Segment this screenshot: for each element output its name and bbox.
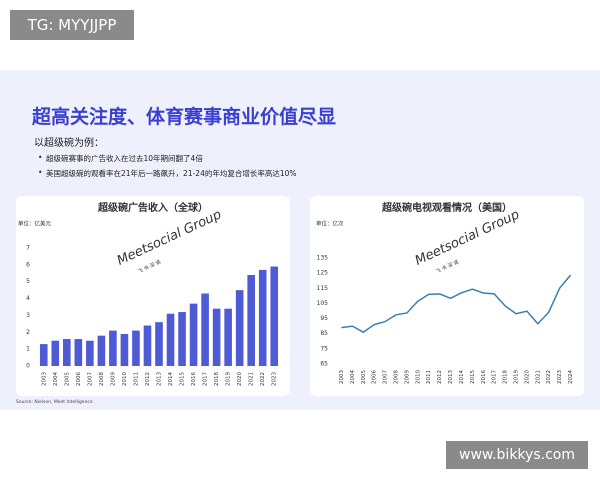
y-tick-label: 1 xyxy=(26,346,30,353)
y-tick-label: 6 xyxy=(26,261,30,268)
bar xyxy=(86,340,94,366)
x-tick-label: 2006 xyxy=(76,372,82,386)
x-tick-label: 2004 xyxy=(350,370,356,384)
chart-title: 超级碗广告收入（全球） xyxy=(97,201,208,214)
chart-card xyxy=(16,196,290,396)
x-tick-label: 2024 xyxy=(568,370,574,384)
x-tick-label: 2004 xyxy=(53,372,59,386)
y-tick-label: 105 xyxy=(317,300,329,307)
x-tick-label: 2017 xyxy=(203,372,209,386)
x-tick-label: 2006 xyxy=(372,370,378,384)
y-tick-label: 95 xyxy=(320,315,328,322)
unit: 单位：亿美元 xyxy=(18,220,52,228)
source: Source: Nielsen, Meet Intelligence xyxy=(16,400,93,405)
bar xyxy=(212,308,221,366)
intro: 以超级碗为例： xyxy=(34,138,104,149)
x-tick-label: 2011 xyxy=(426,370,432,384)
y-tick-label: 65 xyxy=(320,361,328,368)
x-tick-label: 2019 xyxy=(514,370,520,384)
x-tick-label: 2012 xyxy=(145,372,151,386)
x-tick-label: 2005 xyxy=(64,372,70,386)
y-tick-label: 4 xyxy=(26,295,30,302)
x-tick-label: 2010 xyxy=(122,372,128,386)
x-tick-label: 2008 xyxy=(99,372,105,386)
tag: TG: MYYJJPP xyxy=(10,10,134,40)
x-tick-label: 2011 xyxy=(133,372,139,386)
x-tick-label: 2021 xyxy=(249,372,255,386)
x-tick-label: 2010 xyxy=(415,370,421,384)
bar xyxy=(39,344,48,366)
x-tick-label: 2018 xyxy=(503,370,509,384)
bar xyxy=(120,333,129,366)
x-tick-label: 2009 xyxy=(404,370,410,384)
x-tick-label: 2012 xyxy=(437,370,443,384)
chart-card xyxy=(310,196,584,396)
x-tick-label: 2008 xyxy=(394,370,400,384)
bar xyxy=(247,274,255,366)
unit: 单位：亿次 xyxy=(316,220,344,228)
x-tick-label: 2014 xyxy=(459,370,465,384)
bullet: 美国超级碗的观看率在21年后一路飙升，21-24的年均复合增长率高达10% xyxy=(38,168,297,179)
y-tick-label: 85 xyxy=(320,330,328,337)
x-tick-label: 2015 xyxy=(470,370,476,384)
y-tick-label: 135 xyxy=(317,255,329,262)
slide-title: 超高关注度、体育赛事商业价值尽显 xyxy=(32,106,337,128)
line xyxy=(341,274,572,334)
x-tick-label: 2022 xyxy=(260,372,266,386)
y-tick-label: 2 xyxy=(26,329,30,336)
bar xyxy=(270,266,279,366)
x-tick-label: 2016 xyxy=(481,370,487,384)
bar xyxy=(155,322,163,366)
bar xyxy=(224,308,232,366)
x-tick-label: 2020 xyxy=(524,370,530,384)
x-tick-label: 2009 xyxy=(110,372,116,386)
bar xyxy=(189,303,198,366)
x-tick-label: 2003 xyxy=(41,372,47,386)
bar xyxy=(63,339,71,366)
chart-title: 超级碗电视观看情况（美国） xyxy=(381,201,512,214)
bar xyxy=(235,290,244,366)
bar xyxy=(109,330,117,366)
y-tick-label: 0 xyxy=(26,363,30,370)
x-tick-label: 2022 xyxy=(546,370,552,384)
bar xyxy=(143,325,152,366)
x-tick-label: 2018 xyxy=(214,372,220,386)
bar xyxy=(201,293,209,366)
bar xyxy=(178,312,186,366)
y-tick-label: 115 xyxy=(317,285,329,292)
bullet: 超级碗赛事的广告收入在过去10年期间翻了4倍 xyxy=(38,153,203,164)
y-tick-label: 75 xyxy=(320,345,328,352)
x-tick-label: 2016 xyxy=(191,372,197,386)
x-tick-label: 2007 xyxy=(87,372,93,386)
y-tick-label: 3 xyxy=(26,312,30,319)
x-tick-label: 2021 xyxy=(535,370,541,384)
bar xyxy=(258,269,267,366)
x-tick-label: 2020 xyxy=(237,372,243,386)
x-tick-label: 2003 xyxy=(339,370,345,384)
x-tick-label: 2023 xyxy=(557,370,563,384)
x-tick-label: 2023 xyxy=(272,372,278,386)
x-tick-label: 2017 xyxy=(492,370,498,384)
x-tick-label: 2019 xyxy=(226,372,232,386)
y-tick-label: 7 xyxy=(26,245,30,252)
y-tick-label: 5 xyxy=(26,278,30,285)
site: www.bikkys.com xyxy=(446,441,588,469)
x-tick-label: 2013 xyxy=(448,370,454,384)
x-tick-label: 2014 xyxy=(168,372,174,386)
x-tick-label: 2007 xyxy=(383,370,389,384)
y-tick-label: 125 xyxy=(317,270,329,277)
bar xyxy=(51,340,60,366)
x-tick-label: 2015 xyxy=(180,372,186,386)
bar xyxy=(74,339,83,366)
bar xyxy=(166,313,175,366)
x-tick-label: 2005 xyxy=(361,370,367,384)
x-tick-label: 2013 xyxy=(157,372,163,386)
bar xyxy=(132,330,140,366)
bar xyxy=(97,335,106,366)
